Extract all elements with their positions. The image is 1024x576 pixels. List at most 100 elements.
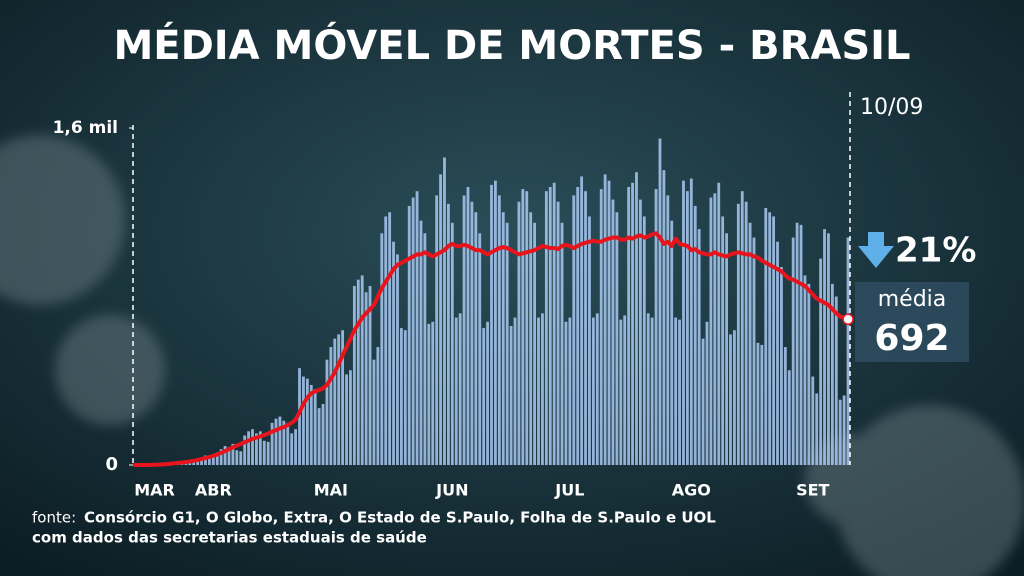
bar	[255, 433, 258, 465]
bar	[697, 229, 701, 465]
bar	[513, 317, 517, 465]
bar	[215, 452, 219, 465]
bar	[360, 275, 364, 465]
bar	[607, 180, 611, 465]
bar	[211, 456, 215, 465]
bar	[780, 267, 783, 465]
bar	[392, 241, 395, 465]
source-prefix: fonte:	[32, 509, 76, 527]
bar	[807, 283, 811, 465]
bar	[552, 182, 556, 465]
bar	[266, 441, 270, 465]
bar	[713, 193, 717, 465]
bar	[744, 201, 748, 465]
y-tick-label: 1,6 mil	[53, 118, 118, 138]
bar	[262, 440, 266, 465]
bar	[407, 205, 411, 465]
bar	[756, 342, 760, 465]
bar	[799, 224, 803, 465]
bar	[548, 186, 552, 465]
bar	[450, 222, 454, 465]
bar	[294, 429, 298, 465]
bar	[223, 446, 227, 465]
bar	[396, 254, 399, 465]
bar	[576, 186, 580, 465]
bar	[748, 222, 752, 465]
bar	[642, 216, 646, 465]
bar	[204, 455, 207, 465]
bar	[466, 186, 470, 465]
bar	[693, 205, 697, 465]
bar	[631, 182, 634, 465]
bar	[341, 330, 345, 465]
bar	[337, 334, 341, 465]
bar	[490, 184, 493, 465]
bar	[274, 418, 278, 465]
bar	[290, 433, 294, 465]
bar	[235, 450, 239, 465]
bar	[717, 182, 721, 465]
bar	[764, 208, 768, 465]
chart-title: MÉDIA MÓVEL DE MORTES - BRASIL	[113, 21, 910, 69]
bar	[482, 328, 486, 465]
source-line: com dados das secretarias estaduais de s…	[32, 529, 427, 547]
bar	[501, 212, 505, 465]
bar	[627, 186, 631, 465]
bar	[462, 195, 466, 465]
bar	[635, 172, 638, 465]
bar	[243, 435, 247, 465]
average-label: média	[878, 287, 947, 312]
bar	[525, 191, 529, 465]
bar	[827, 233, 830, 465]
bar	[278, 416, 282, 465]
bar	[286, 422, 290, 465]
bar	[662, 170, 666, 465]
bar	[521, 189, 525, 466]
bar	[560, 222, 564, 465]
bar	[458, 313, 462, 465]
x-tick-label: ABR	[195, 481, 232, 500]
bar	[591, 317, 595, 465]
bar	[305, 378, 309, 465]
bar	[419, 220, 423, 465]
bar	[380, 233, 384, 465]
bar	[733, 330, 736, 465]
bar	[329, 347, 333, 465]
bar	[411, 197, 415, 465]
bar	[541, 313, 544, 465]
bar	[399, 328, 403, 465]
bar	[568, 317, 572, 465]
bar	[302, 376, 305, 465]
bar	[239, 451, 243, 465]
bar	[494, 180, 497, 465]
bar	[819, 258, 823, 465]
bar	[595, 313, 599, 465]
bar	[270, 422, 274, 465]
bar	[654, 189, 658, 466]
bar	[533, 222, 537, 465]
bar	[815, 393, 819, 465]
bar	[846, 237, 850, 465]
bar	[470, 201, 474, 465]
bar	[403, 330, 407, 465]
bar	[317, 408, 321, 465]
bar	[564, 321, 568, 465]
bar	[830, 283, 834, 465]
bar	[282, 420, 286, 465]
bar	[486, 321, 489, 465]
bar	[505, 222, 509, 465]
x-tick-label: MAR	[134, 481, 175, 500]
bar	[823, 229, 826, 465]
bar	[787, 370, 791, 465]
source-line: Consórcio G1, O Globo, Extra, O Estado d…	[84, 509, 716, 527]
bar	[646, 313, 650, 465]
x-tick-label: JUN	[435, 481, 468, 500]
bar	[333, 338, 337, 465]
bar	[368, 285, 372, 465]
bar	[556, 201, 560, 465]
bar	[439, 174, 442, 465]
bar	[689, 178, 693, 466]
down-arrow	[858, 232, 894, 268]
